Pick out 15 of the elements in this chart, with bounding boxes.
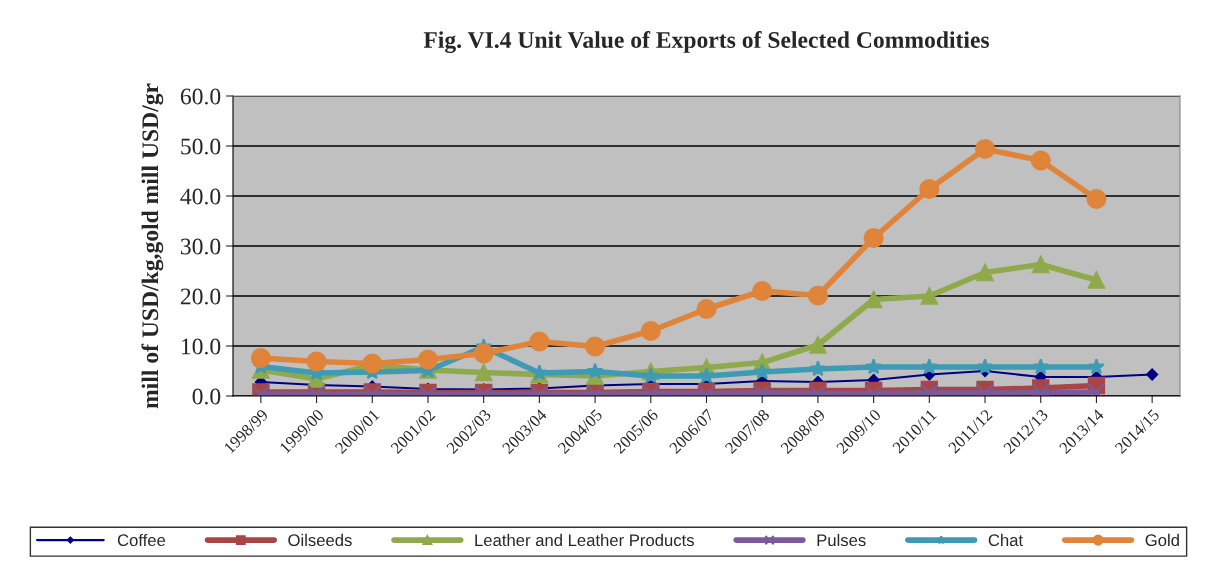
y-tick-label: 30.0 <box>181 238 221 255</box>
y-tick-label: 0.0 <box>192 388 221 405</box>
y-tick-label: 40.0 <box>180 188 221 205</box>
y-axis-title: mill of USD/kg,gold mill USD/gr <box>141 83 164 409</box>
chart-title: Fig. VI.4 Unit Value of Exports of Selected Commodities <box>423 31 990 53</box>
legend-label: Coffee <box>117 533 166 547</box>
y-tick-label: 20.0 <box>180 288 221 305</box>
legend-label: Leather and Leather Products <box>475 533 694 547</box>
y-tick-label: 60.0 <box>180 88 221 105</box>
legend-label: Chat <box>988 533 1023 547</box>
legend-label: Oilseeds <box>288 533 352 547</box>
y-tick-label: 10.0 <box>181 338 221 355</box>
y-tick-label: 50.0 <box>181 138 221 155</box>
legend-label: Pulses <box>817 533 866 547</box>
legend-label: Gold <box>1145 533 1179 547</box>
